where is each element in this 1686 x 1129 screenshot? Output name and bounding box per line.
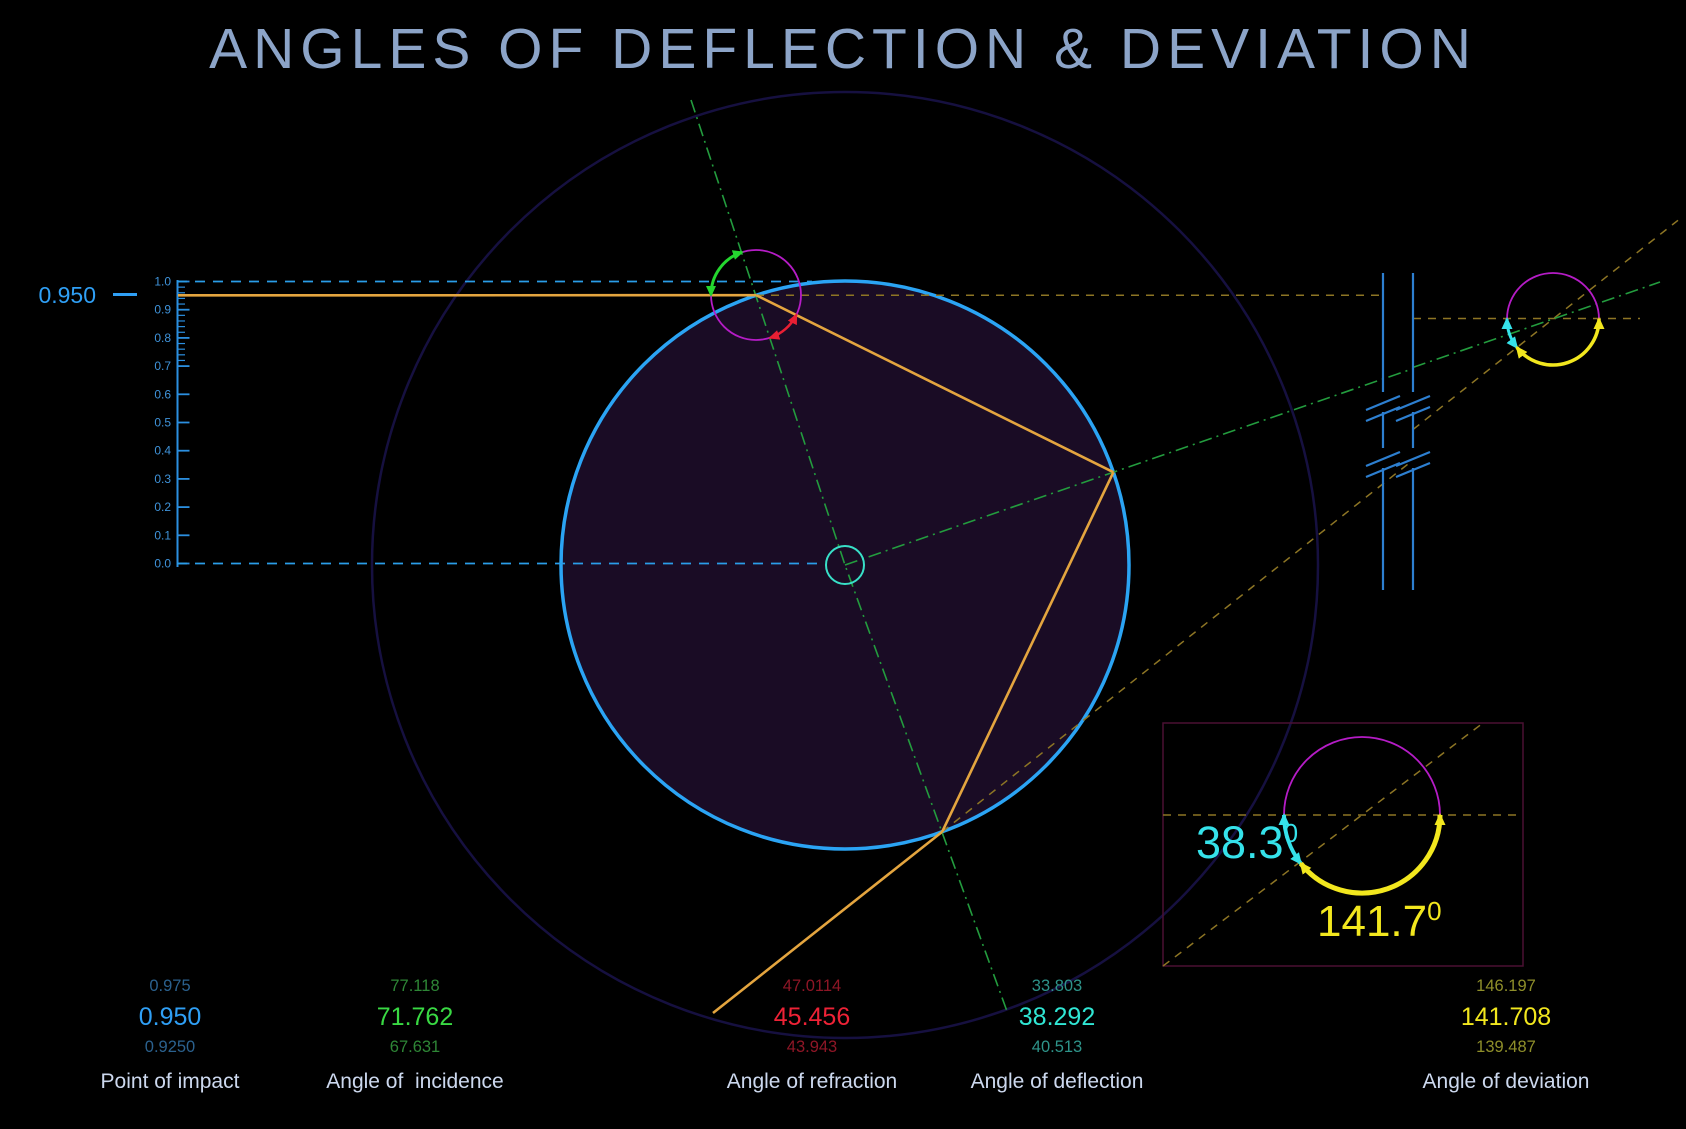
farfield-deviation-arc (1515, 317, 1605, 367)
axis-break-marks-lower (1365, 450, 1431, 479)
scale-ticks: 1.0 0.9 0.8 0.7 0.6 0.5 0.4 0.3 0.2 0.1 0.0 (154, 275, 190, 571)
scale-tick-label: 0.1 (154, 528, 171, 542)
entry-exit-normal (690, 99, 1009, 1015)
center-marker-circle (825, 545, 865, 585)
inset-deflection-label: 38.30 (1196, 817, 1298, 868)
scale-tick-label: 0.8 (154, 331, 171, 345)
scale-tick-label: 0.5 (154, 416, 171, 430)
stat-value-lower: 43.943 (787, 1038, 837, 1056)
screen-break-lines (1365, 273, 1431, 590)
scale-tick-label: 0.2 (154, 500, 171, 514)
impact-scale: 1.0 0.9 0.8 0.7 0.6 0.5 0.4 0.3 0.2 0.1 0.0 (154, 275, 190, 571)
angle-detail-inset: 38.30 141.70 (1162, 722, 1524, 967)
stat-column-label: Angle of incidence (326, 1070, 503, 1093)
incidence-angle-arc (705, 250, 744, 297)
stat-value-upper: 77.118 (390, 977, 439, 995)
refracted-chord-2 (940, 471, 1115, 833)
stat-value-current: 71.762 (377, 1003, 453, 1031)
inset-indicator-circle (1283, 736, 1441, 816)
refracted-chord-1 (755, 294, 1114, 474)
entry-angle-indicator (705, 249, 802, 341)
stat-value-current: 0.950 (139, 1003, 202, 1031)
scale-tick-label: 0.6 (154, 387, 171, 401)
impact-parameter-value: 0.950 (38, 282, 96, 308)
exit-backward-extension-far (1412, 219, 1679, 431)
inset-deviation-arc (1298, 813, 1446, 896)
refraction-angle-arc (768, 313, 798, 340)
stat-value-upper: 146.197 (1476, 977, 1536, 995)
scale-tick-label: 0.4 (154, 444, 171, 458)
scale-tick-label: 0.3 (154, 472, 171, 486)
scale-tick-label: 0.0 (154, 557, 171, 571)
scale-tick-label: 1.0 (154, 275, 171, 289)
scale-tick-label: 0.9 (154, 303, 171, 317)
page-title: ANGLES OF DEFLECTION & DEVIATION (209, 17, 1477, 81)
stat-column-label: Angle of deflection (971, 1070, 1144, 1093)
farfield-ring (370, 90, 1320, 1040)
scale-minor-ticks (178, 286, 185, 362)
light-rays (177, 293, 1115, 1015)
stat-value-upper: 47.0114 (783, 977, 841, 995)
stat-column-label: Angle of refraction (727, 1070, 897, 1093)
exit-ray (712, 830, 943, 1015)
stat-value-current: 141.708 (1461, 1003, 1551, 1031)
stat-column-label: Point of impact (101, 1070, 240, 1093)
impact-parameter-marker: 0.950 (38, 282, 137, 308)
statistics-columns: 0.975 0.950 0.9250 Point of impact 77.118 71.… (101, 977, 1590, 1093)
internal-normal-far (1412, 281, 1661, 369)
stat-value-lower: 40.513 (1032, 1038, 1082, 1056)
farfield-angle-indicator (1501, 272, 1605, 367)
inset-border (1162, 722, 1524, 967)
stat-value-lower: 0.9250 (145, 1038, 195, 1056)
stat-value-upper: 33.803 (1032, 977, 1082, 995)
stat-value-lower: 67.631 (390, 1038, 440, 1056)
inset-deviation-label: 141.70 (1317, 896, 1442, 946)
axis-break-marks-upper (1365, 394, 1431, 423)
exit-backward-extension (941, 459, 1414, 833)
stat-value-current: 45.456 (774, 1003, 850, 1031)
internal-normal (844, 367, 1414, 566)
scale-tick-label: 0.7 (154, 359, 171, 373)
stat-value-lower: 139.487 (1476, 1038, 1536, 1056)
farfield-indicator-circle (1506, 272, 1600, 320)
inset-deflection-arc (1278, 813, 1303, 865)
stat-value-current: 38.292 (1019, 1003, 1095, 1031)
stat-column-label: Angle of deviation (1423, 1070, 1590, 1093)
stat-value-upper: 0.975 (149, 977, 190, 995)
